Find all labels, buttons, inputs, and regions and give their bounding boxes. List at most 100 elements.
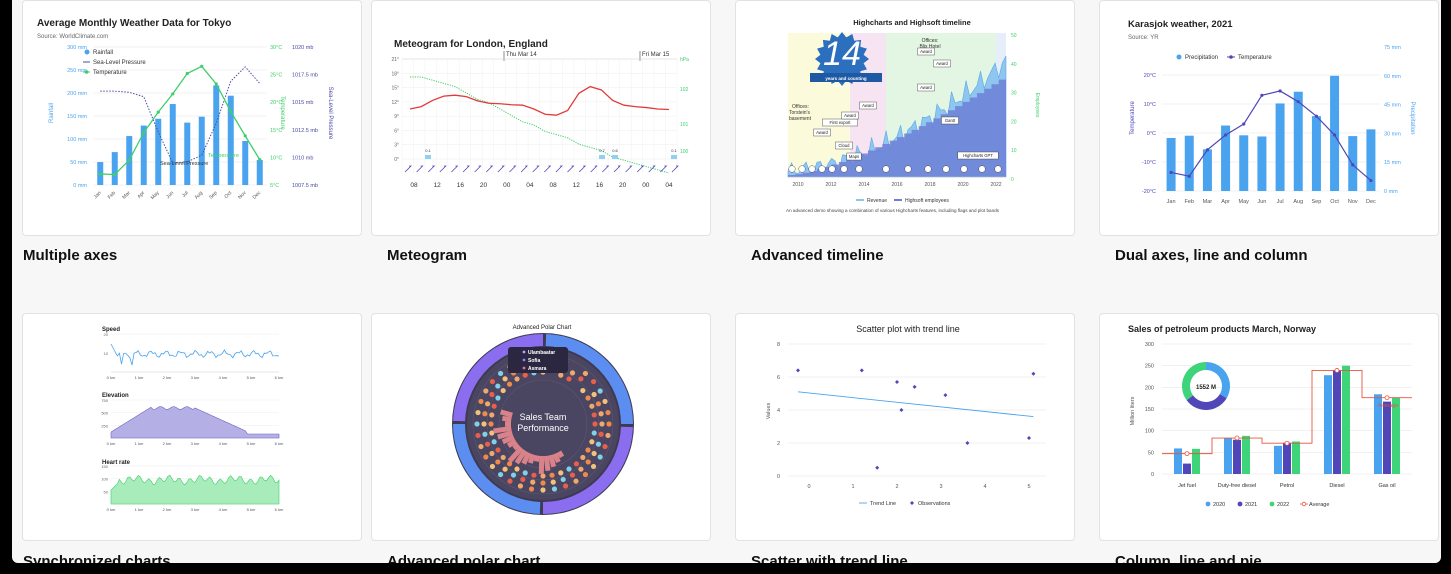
caption-synchronized-charts[interactable]: Synchronized charts <box>23 553 171 563</box>
precipitation-label: 0.7 <box>599 148 605 153</box>
wind-arrow <box>462 165 471 173</box>
legend-pressure[interactable]: Sea-Level Pressure <box>93 60 146 66</box>
polar-dot <box>483 454 489 460</box>
legend-rainfall[interactable]: Rainfall <box>93 50 113 56</box>
legend-precipitation[interactable]: Precipitation <box>1185 55 1218 61</box>
polar-dot <box>514 376 520 382</box>
temperature-tick-label: 6° <box>394 128 399 134</box>
card-synchronized-charts[interactable]: Speed Elevation Heart rate 20 10 0 km 1 km 2… <box>22 313 362 541</box>
y-tick-label: 0 <box>1151 472 1154 478</box>
polar-bar <box>512 442 521 451</box>
category-label: Gas oil <box>1378 483 1395 489</box>
y-axis-title: Values <box>766 403 772 420</box>
temperature-tick-label: 30°C <box>270 45 282 51</box>
month-label: Sep <box>208 190 219 201</box>
legend-item-2[interactable]: Sofia <box>528 358 540 364</box>
polar-bar <box>493 425 512 434</box>
temperature-point <box>1296 100 1300 104</box>
card-advanced-timeline[interactable]: Highcharts and Highsoft timeline 14 year… <box>735 0 1075 236</box>
polar-dot <box>522 470 528 476</box>
precipitation-bar <box>1166 138 1176 191</box>
column-bar <box>1242 435 1250 474</box>
x-tick-label: 1 km <box>135 507 144 512</box>
legend-employees[interactable]: Highsoft employees <box>905 198 949 204</box>
milestone-marker <box>924 165 932 173</box>
month-label: May <box>150 190 161 201</box>
legend-observations[interactable]: Observations <box>918 501 951 507</box>
legend-item[interactable]: 2022 <box>1277 502 1289 508</box>
polar-legend <box>508 347 568 373</box>
month-label: Apr <box>136 190 146 200</box>
caption-scatter-trend[interactable]: Scatter with trend line <box>751 553 908 563</box>
milestone-marker <box>828 165 836 173</box>
milestone-marker <box>978 165 986 173</box>
legend-marker <box>1269 501 1275 507</box>
precipitation-label: 0.1 <box>425 148 431 153</box>
event-flag-label: Cloud <box>839 143 851 148</box>
legend-item[interactable]: 2020 <box>1213 502 1225 508</box>
polar-bar <box>521 451 532 465</box>
legend-item-1[interactable]: Ulambaatar <box>528 350 555 356</box>
legend-trend[interactable]: Trend Line <box>870 501 896 507</box>
polar-dot <box>591 412 597 418</box>
employees-area <box>788 75 1006 177</box>
pressure-tick-label: 1012.5 mb <box>292 128 318 134</box>
polar-dot <box>484 441 491 447</box>
caption-advanced-polar[interactable]: Advanced polar chart <box>387 553 541 563</box>
card-meteogram[interactable]: Meteogram for London, England Thu Mar 14… <box>371 0 711 236</box>
polar-dot <box>474 421 480 427</box>
rainfall-bar <box>213 85 220 185</box>
category-label: Diesel <box>1329 483 1344 489</box>
caption-multiple-axes[interactable]: Multiple axes <box>23 247 118 264</box>
dual-axes-chart: Karasjok weather, 2021 Source: YR Precip… <box>1128 19 1415 205</box>
employees-tick-label: 20 <box>1011 119 1017 125</box>
temperature-tick-label: 12° <box>391 100 399 106</box>
card-column-line-pie[interactable]: Sales of petroleum products March, Norwa… <box>1099 313 1439 541</box>
wind-arrow <box>660 165 668 173</box>
caption-column-line-pie[interactable]: Column, line and pie <box>1115 553 1262 563</box>
card-dual-axes[interactable]: Karasjok weather, 2021 Source: YR Precip… <box>1099 0 1439 236</box>
rainfall-tick-label: 200 mm <box>67 91 87 97</box>
polar-dot <box>506 381 513 387</box>
caption-advanced-timeline[interactable]: Advanced timeline <box>751 247 884 264</box>
wind-arrow <box>509 165 517 173</box>
milestone-marker <box>808 165 816 173</box>
temperature-point <box>1223 133 1228 137</box>
polar-dot <box>597 454 603 460</box>
polar-dot <box>489 378 496 385</box>
legend-temperature[interactable]: Temperature <box>1238 55 1272 61</box>
temperature-tick-label: 25°C <box>270 73 282 79</box>
precipitation-label: 0.6 <box>612 148 618 153</box>
average-point <box>1384 395 1390 401</box>
temperature-tick-label: 15° <box>391 86 399 92</box>
card-scatter-trend[interactable]: Scatter plot with trend line 8 6 4 2 0 0 1 2 3 4 5… <box>735 313 1075 541</box>
card-advanced-polar[interactable]: Advanced Polar Chart Ulambaatar Sofia As… <box>371 313 711 541</box>
category-label: Jet fuel <box>1178 483 1196 489</box>
legend-temperature[interactable]: Temperature <box>93 70 127 76</box>
pressure-tick-label: 102 <box>680 87 689 93</box>
column-bar <box>1183 463 1191 474</box>
sector-band <box>453 424 541 514</box>
card-multiple-axes[interactable]: Average Monthly Weather Data for Tokyo S… <box>22 0 362 236</box>
badge-years: 2009-2024 <box>834 84 851 88</box>
x-tick-label: 0 km <box>107 375 116 380</box>
precipitation-bar <box>1221 125 1231 191</box>
legend-revenue[interactable]: Revenue <box>867 198 887 204</box>
polar-dot <box>491 403 497 409</box>
polar-dot <box>475 409 481 416</box>
legend-item[interactable]: Average <box>1309 502 1329 508</box>
legend-item[interactable]: 2021 <box>1245 502 1257 508</box>
y-tick-label: 8 <box>777 342 780 348</box>
polar-dot <box>497 471 504 478</box>
caption-dual-axes[interactable]: Dual axes, line and column <box>1115 247 1308 264</box>
temperature-point <box>1187 174 1191 178</box>
month-label: May <box>1239 199 1250 205</box>
legend-temp-marker <box>1229 55 1233 59</box>
wind-arrow <box>485 165 494 173</box>
legend-item-3[interactable]: Asmara <box>528 366 547 372</box>
pressure-tick-label: 1010 mb <box>292 155 313 161</box>
sector-band <box>543 426 633 514</box>
caption-meteogram[interactable]: Meteogram <box>387 247 468 264</box>
column-bar <box>1233 439 1241 474</box>
temperature-point <box>1205 148 1210 152</box>
